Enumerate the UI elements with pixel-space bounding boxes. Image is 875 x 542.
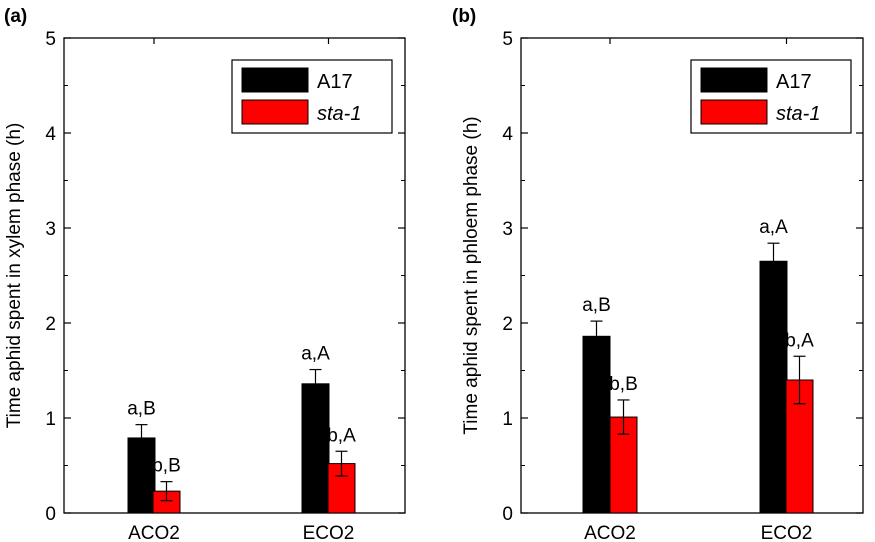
y-axis-label: Time aphid spent in xylem phase (h) <box>4 123 25 429</box>
significance-label: a,B <box>582 295 611 316</box>
y-tick-label: 3 <box>45 219 56 240</box>
x-tick-label: ACO2 <box>584 523 636 542</box>
x-tick-label: ECO2 <box>761 523 813 542</box>
legend-swatch-sta-1 <box>700 99 768 125</box>
legend-label: A17 <box>776 71 812 93</box>
y-tick-label: 4 <box>502 124 513 145</box>
legend-swatch-sta-1 <box>241 99 309 125</box>
significance-label: b,B <box>152 456 181 477</box>
legend-swatch-a17 <box>241 67 309 93</box>
significance-label: a,A <box>301 344 330 365</box>
y-tick-label: 0 <box>45 504 56 525</box>
y-tick-label: 5 <box>45 29 56 50</box>
legend-label: A17 <box>317 71 353 93</box>
panel-label: (a) <box>4 6 27 27</box>
y-tick-label: 2 <box>502 314 513 335</box>
y-tick-label: 1 <box>502 409 513 430</box>
x-tick-label: ACO2 <box>128 523 180 542</box>
y-tick-label: 5 <box>502 29 513 50</box>
significance-label: a,B <box>127 399 156 420</box>
y-tick-label: 0 <box>502 504 513 525</box>
legend-label: sta-1 <box>317 103 361 125</box>
y-tick-label: 1 <box>45 409 56 430</box>
x-tick-label: ECO2 <box>303 523 355 542</box>
y-tick-label: 2 <box>45 314 56 335</box>
bar-a17-eco2 <box>759 260 788 514</box>
y-tick-label: 4 <box>45 124 56 145</box>
significance-label: b,A <box>785 330 814 351</box>
legend-label: sta-1 <box>776 103 820 125</box>
significance-label: a,A <box>759 217 788 238</box>
bar-a17-aco2 <box>582 335 611 514</box>
y-axis-label: Time aphid spent in phloem phase (h) <box>461 116 482 434</box>
bar-a17-eco2 <box>301 383 330 514</box>
legend-swatch-a17 <box>700 67 768 93</box>
panel-label: (b) <box>452 6 476 27</box>
significance-label: b,A <box>327 425 356 446</box>
significance-label: b,B <box>609 374 638 395</box>
y-tick-label: 3 <box>502 219 513 240</box>
